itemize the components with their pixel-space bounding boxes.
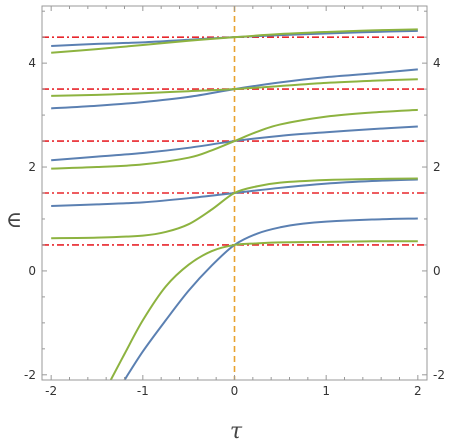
x-tick-label: 0	[231, 384, 239, 398]
x-tick-label: -2	[45, 384, 57, 398]
series-line-5	[51, 108, 418, 170]
y-tick-label-left: 2	[28, 160, 36, 174]
y-tick-label-left: 4	[28, 56, 36, 70]
x-axis-label: τ	[230, 419, 243, 444]
series-line-1	[109, 240, 418, 380]
series-line-7	[51, 78, 418, 97]
x-tick-label: -1	[137, 384, 149, 398]
tick-marks	[42, 6, 427, 380]
series-line-3	[51, 177, 418, 240]
y-tick-label-right: -2	[433, 368, 445, 382]
y-tick-label-right: 4	[433, 56, 441, 70]
series-layer	[51, 28, 418, 380]
y-axis-label: ∈	[6, 208, 22, 233]
x-tick-label: 2	[414, 384, 422, 398]
series-line-0	[123, 217, 418, 380]
y-tick-label-right: 0	[433, 264, 441, 278]
reference-lines	[42, 6, 427, 380]
y-tick-label-right: 2	[433, 160, 441, 174]
y-tick-label-left: -2	[24, 368, 36, 382]
tick-labels: -2 -1 0 1 2 -2 -2 0 0 2 2 4 4	[24, 56, 445, 398]
y-tick-label-left: 0	[28, 264, 36, 278]
x-tick-label: 1	[322, 384, 330, 398]
series-line-9	[51, 28, 418, 54]
